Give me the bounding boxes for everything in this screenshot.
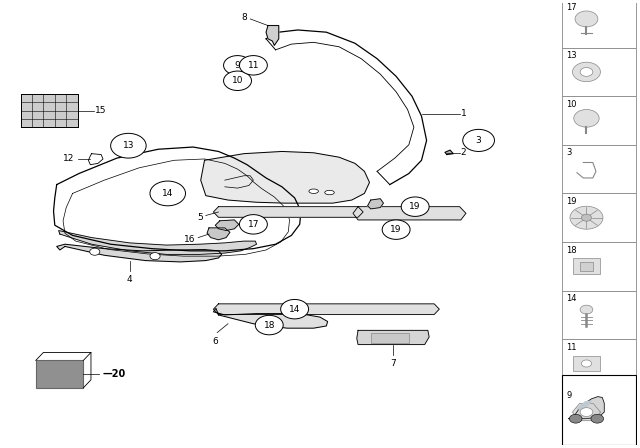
Circle shape: [463, 129, 495, 151]
Text: 358108: 358108: [563, 434, 597, 443]
Circle shape: [223, 71, 252, 90]
Bar: [563, 375, 636, 445]
Polygon shape: [356, 330, 429, 345]
Bar: [563, 339, 636, 388]
Circle shape: [150, 253, 160, 260]
Circle shape: [575, 11, 598, 27]
Polygon shape: [57, 244, 221, 262]
Circle shape: [580, 305, 593, 314]
Text: 11: 11: [248, 61, 259, 70]
Text: 13: 13: [123, 141, 134, 150]
Polygon shape: [213, 207, 363, 217]
Bar: [563, 242, 636, 291]
Text: 9: 9: [235, 61, 241, 70]
Text: 16: 16: [184, 235, 195, 244]
Text: 10: 10: [232, 76, 243, 85]
Text: 12: 12: [63, 155, 74, 164]
Circle shape: [255, 315, 284, 335]
Circle shape: [239, 215, 268, 234]
Text: 19: 19: [566, 197, 577, 206]
Text: 3: 3: [476, 136, 481, 145]
Circle shape: [111, 134, 146, 158]
Bar: [20, 94, 77, 127]
Circle shape: [150, 181, 186, 206]
Text: 15: 15: [95, 106, 107, 115]
Polygon shape: [353, 207, 466, 220]
Polygon shape: [201, 151, 369, 203]
Polygon shape: [569, 396, 604, 419]
Text: 14: 14: [566, 294, 577, 303]
Bar: [563, 388, 636, 436]
Text: 13: 13: [566, 51, 577, 60]
Circle shape: [239, 56, 268, 75]
Circle shape: [581, 214, 591, 221]
Text: 5: 5: [198, 213, 204, 222]
Bar: [580, 262, 593, 271]
Text: —20: —20: [102, 369, 125, 379]
Bar: [563, 96, 636, 145]
Bar: [563, 194, 636, 242]
Text: 2: 2: [461, 148, 467, 157]
Circle shape: [574, 109, 599, 127]
Bar: [573, 258, 600, 274]
Text: 1: 1: [461, 109, 467, 118]
Text: 17: 17: [566, 3, 577, 12]
Polygon shape: [445, 150, 453, 155]
Polygon shape: [367, 199, 383, 209]
Text: 7: 7: [390, 359, 396, 368]
Circle shape: [223, 56, 252, 75]
Bar: [563, 291, 636, 339]
Text: 18: 18: [264, 321, 275, 330]
Polygon shape: [207, 228, 230, 240]
Bar: [36, 360, 83, 388]
Text: 14: 14: [289, 305, 300, 314]
Polygon shape: [215, 220, 239, 231]
Circle shape: [580, 408, 593, 417]
Circle shape: [401, 197, 429, 216]
Text: 10: 10: [566, 100, 577, 109]
Circle shape: [281, 299, 308, 319]
Text: 17: 17: [248, 220, 259, 229]
Circle shape: [382, 220, 410, 239]
Text: 9: 9: [566, 392, 572, 401]
Text: 19: 19: [390, 225, 402, 234]
Text: 11: 11: [566, 343, 577, 352]
Bar: [573, 356, 600, 371]
Text: 3: 3: [566, 148, 572, 157]
Text: 4: 4: [127, 275, 132, 284]
Polygon shape: [59, 231, 257, 254]
Text: 6: 6: [212, 337, 218, 346]
Polygon shape: [573, 404, 600, 421]
Text: 19: 19: [410, 202, 421, 211]
Bar: [563, 145, 636, 194]
Polygon shape: [213, 308, 328, 328]
Circle shape: [581, 360, 591, 367]
Circle shape: [573, 62, 600, 82]
Circle shape: [570, 206, 603, 229]
Text: 14: 14: [162, 189, 173, 198]
Circle shape: [90, 248, 100, 255]
Polygon shape: [266, 26, 279, 45]
Bar: [371, 333, 409, 343]
Polygon shape: [577, 401, 591, 409]
Circle shape: [591, 414, 604, 423]
Ellipse shape: [324, 190, 334, 195]
Bar: [563, 0, 636, 47]
Text: 18: 18: [566, 246, 577, 254]
Ellipse shape: [309, 189, 319, 194]
Circle shape: [570, 414, 582, 423]
Polygon shape: [213, 304, 439, 314]
Text: 8: 8: [241, 13, 247, 22]
Bar: [563, 47, 636, 96]
Circle shape: [580, 68, 593, 76]
